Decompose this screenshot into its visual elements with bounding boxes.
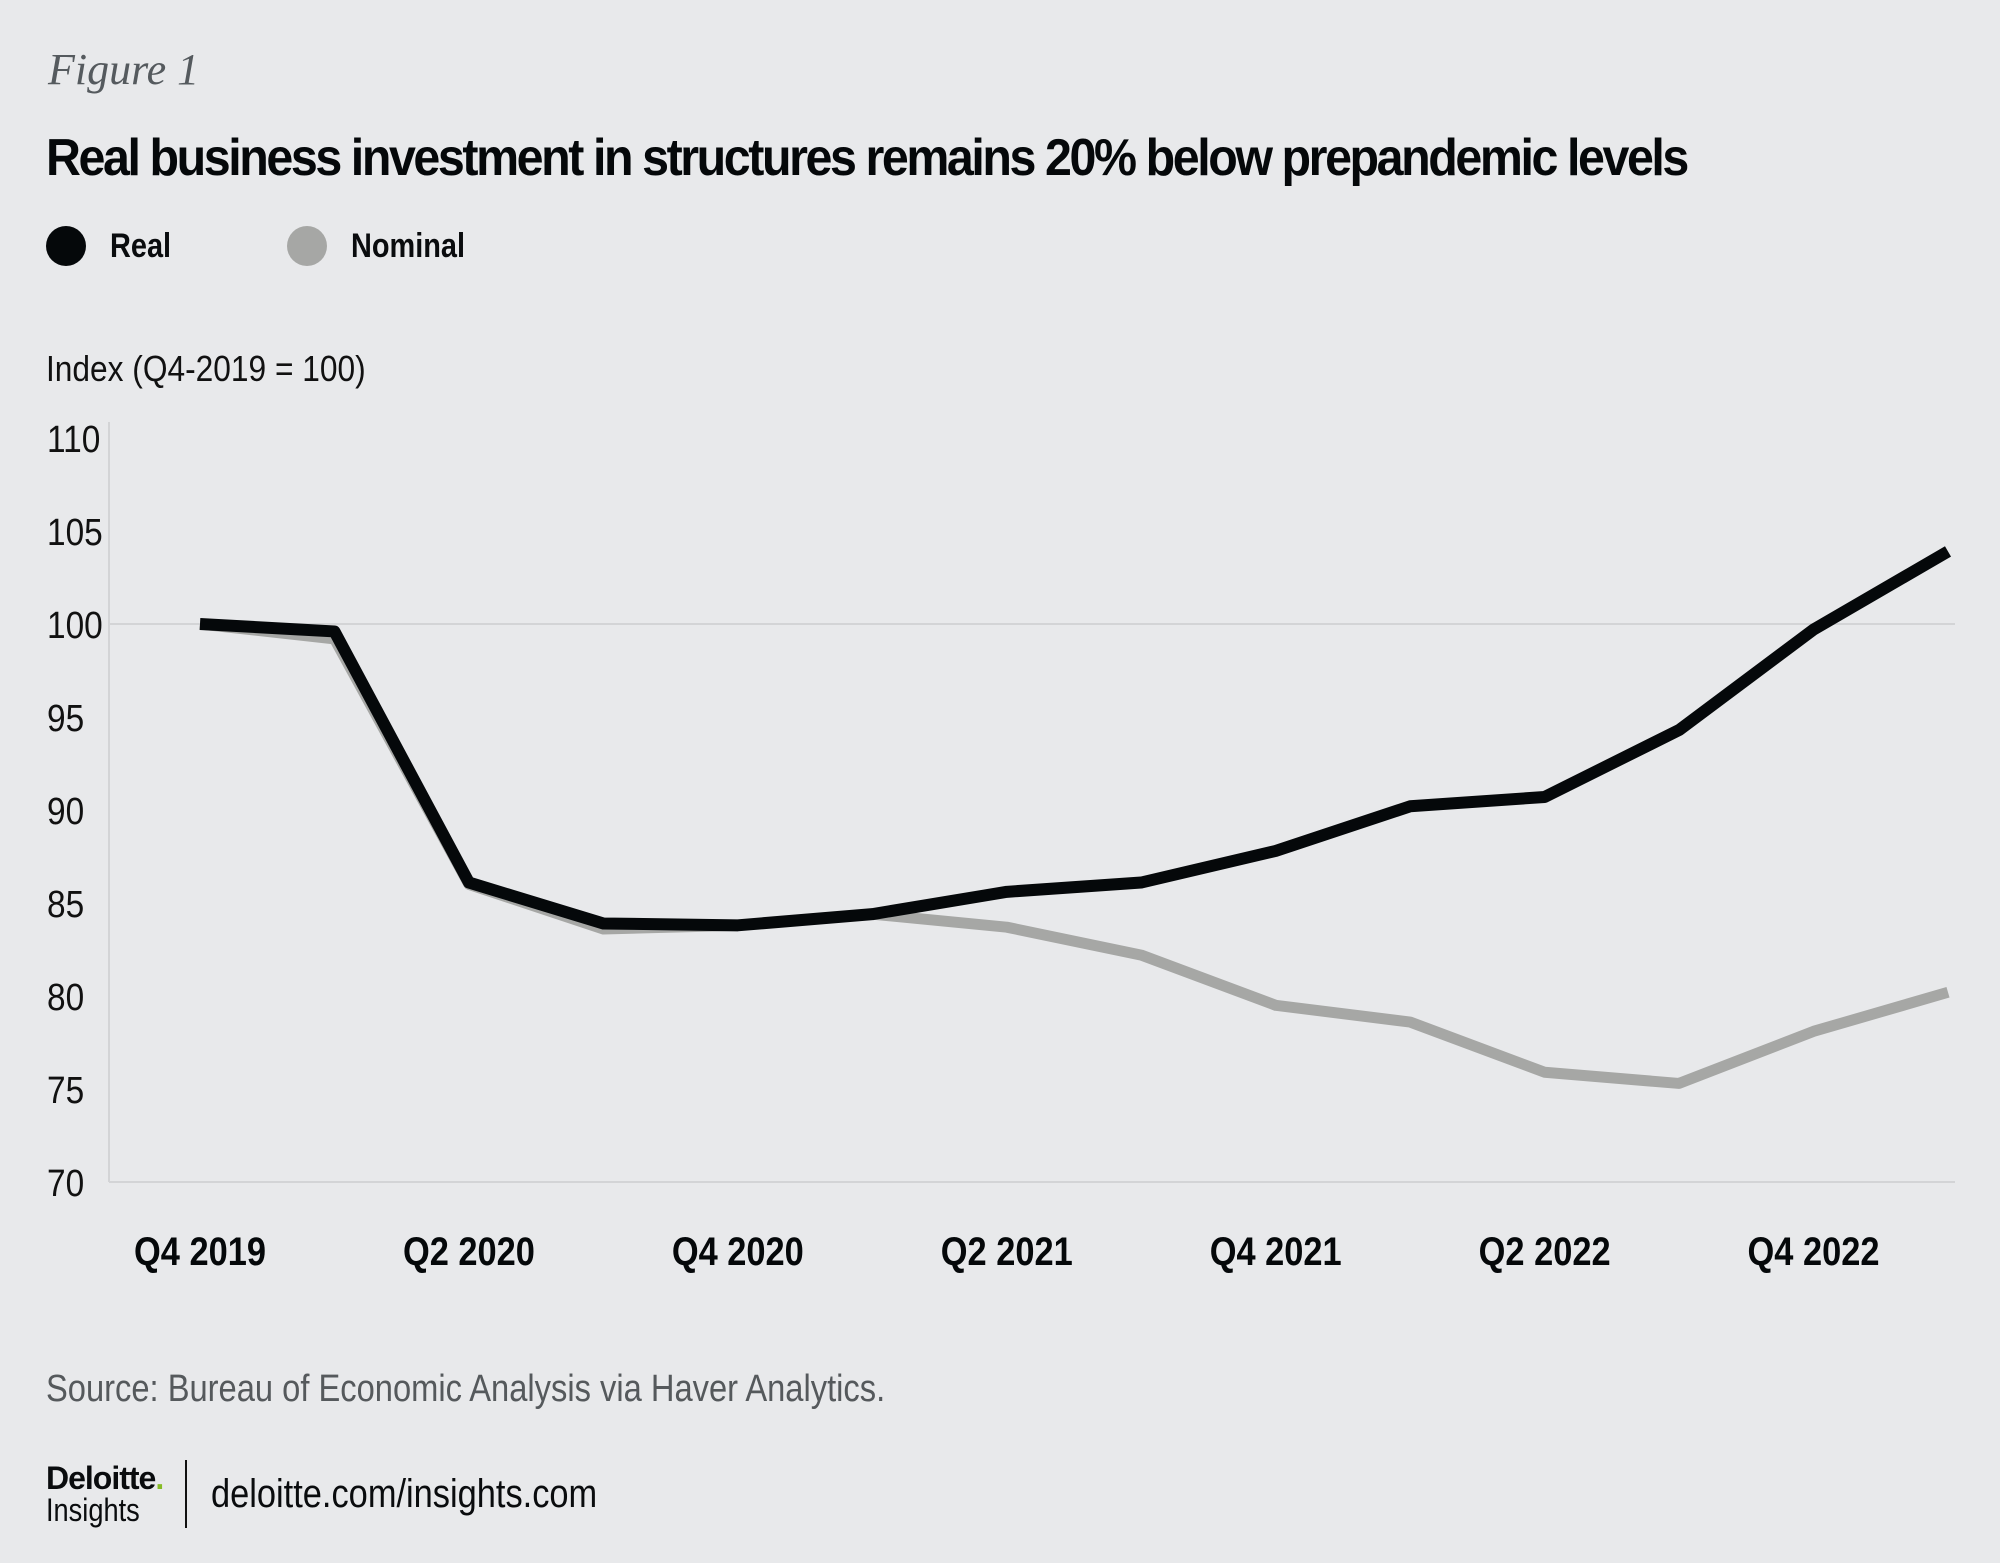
logo-subtitle: Insights (46, 1492, 140, 1528)
deloitte-insights-logo: Deloitte. Insights (46, 1460, 164, 1528)
source-note: Source: Bureau of Economic Analysis via … (46, 1368, 886, 1410)
y-tick-label: 100 (47, 604, 103, 646)
y-axis-title: Index (Q4-2019 = 100) (46, 348, 366, 389)
x-tick-label: Q2 2020 (403, 1229, 535, 1274)
legend-swatch-nominal-icon (286, 226, 327, 266)
legend-item-nominal: Nominal (286, 226, 485, 266)
y-tick-label: 90 (47, 790, 84, 832)
x-tick-label: Q4 2019 (134, 1229, 266, 1274)
x-tick-label: Q4 2021 (1210, 1229, 1342, 1274)
legend-label-real: Real (110, 226, 172, 265)
legend-swatch-real-icon (46, 226, 86, 266)
figure-label: Figure 1 (48, 45, 200, 94)
x-tick-label: Q2 2021 (941, 1229, 1073, 1274)
x-tick-label: Q4 2022 (1748, 1229, 1880, 1274)
x-tick-label: Q4 2020 (672, 1229, 804, 1274)
legend-label-nominal: Nominal (350, 226, 465, 265)
y-tick-label: 105 (47, 511, 103, 553)
footer-divider (185, 1460, 188, 1528)
y-tick-label: 95 (47, 697, 84, 739)
y-tick-label: 70 (47, 1162, 84, 1204)
logo-green-dot-icon: . (155, 1460, 164, 1496)
series-line-real (199, 546, 1952, 932)
y-tick-label: 75 (47, 1069, 84, 1111)
legend: Real Nominal (46, 226, 590, 266)
y-tick-label: 85 (47, 883, 84, 925)
y-tick-label: 110 (47, 418, 100, 460)
footer-url[interactable]: deloitte.com/insights.com (211, 1471, 598, 1516)
x-tick-label: Q2 2022 (1479, 1229, 1611, 1274)
series-line-nominal (199, 618, 1950, 1089)
y-tick-label: 80 (47, 976, 84, 1018)
footer: Deloitte. Insights deloitte.com/insights… (46, 1460, 660, 1528)
legend-item-real: Real (46, 226, 182, 266)
logo-wordmark: Deloitte (46, 1460, 156, 1496)
chart-title: Real business investment in structures r… (46, 129, 1689, 187)
